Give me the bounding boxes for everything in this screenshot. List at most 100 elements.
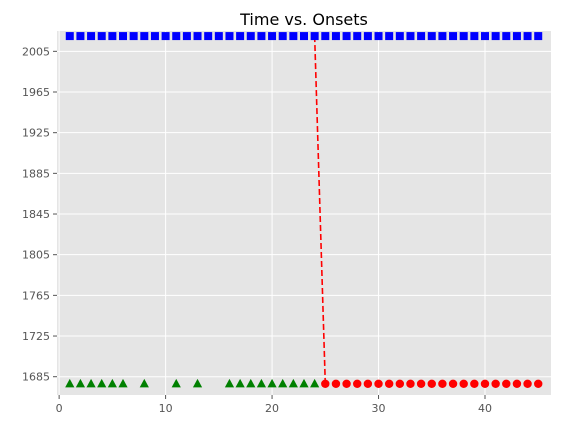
square-marker xyxy=(161,32,170,41)
y-tick-label: 1925 xyxy=(22,127,50,140)
square-marker xyxy=(278,32,287,41)
triangle-marker xyxy=(256,378,267,388)
square-marker xyxy=(172,32,181,41)
y-axis: 1685 1725 1765 1805 1845 1885 1925 1965 2005 xyxy=(22,45,57,384)
square-marker xyxy=(87,32,96,41)
x-tick-label: 10 xyxy=(159,402,173,415)
triangle-marker xyxy=(171,378,181,388)
square-marker xyxy=(502,32,511,41)
square-marker xyxy=(321,32,330,41)
square-marker xyxy=(65,32,74,41)
square-marker xyxy=(246,32,255,41)
circle-marker xyxy=(534,379,543,389)
circle-marker xyxy=(448,379,458,389)
square-marker xyxy=(193,32,202,41)
square-marker xyxy=(512,32,521,41)
square-marker xyxy=(236,32,245,41)
triangle-marker xyxy=(107,378,117,388)
square-marker xyxy=(406,32,415,41)
circle-marker xyxy=(470,379,479,389)
square-marker xyxy=(459,32,468,41)
square-marker xyxy=(523,32,532,41)
square-marker xyxy=(353,32,362,41)
square-marker xyxy=(225,32,234,41)
triangle-marker xyxy=(118,378,128,388)
square-marker xyxy=(76,32,85,41)
square-marker xyxy=(182,32,191,41)
dashed-transition-line-group xyxy=(313,36,327,384)
triangle-marker xyxy=(288,378,298,388)
square-marker xyxy=(129,32,138,41)
grid-lines xyxy=(57,31,551,395)
square-marker xyxy=(108,32,117,41)
y-tick-label: 1965 xyxy=(22,86,50,99)
square-series xyxy=(65,32,543,41)
circle-marker xyxy=(491,379,500,389)
triangle-marker xyxy=(86,378,96,388)
circle-marker xyxy=(342,379,351,389)
y-tick-label: 1845 xyxy=(22,208,50,221)
circle-marker xyxy=(480,379,490,389)
square-marker xyxy=(449,32,458,41)
square-marker xyxy=(342,32,351,41)
circle-marker xyxy=(363,379,373,389)
circle-marker xyxy=(395,379,405,389)
dashed-transition-line xyxy=(313,36,327,384)
square-marker xyxy=(257,32,266,41)
square-marker xyxy=(214,32,223,41)
y-tick-label: 1805 xyxy=(22,249,50,262)
circle-marker xyxy=(331,379,341,389)
circle-series xyxy=(321,379,543,389)
triangle-series xyxy=(65,378,320,388)
x-axis: 0 10 20 30 40 xyxy=(56,395,492,415)
square-marker xyxy=(289,32,298,41)
square-marker xyxy=(300,32,308,41)
circle-marker xyxy=(321,379,330,389)
square-marker xyxy=(491,32,500,41)
square-marker xyxy=(427,32,436,41)
x-tick-label: 40 xyxy=(478,402,492,415)
triangle-marker xyxy=(310,378,320,388)
x-tick-label: 30 xyxy=(372,402,386,415)
square-marker xyxy=(480,32,489,41)
y-tick-label: 2005 xyxy=(22,45,50,58)
x-tick-label: 0 xyxy=(56,402,63,415)
square-marker xyxy=(119,32,128,41)
square-marker xyxy=(417,32,426,41)
square-marker xyxy=(97,32,106,41)
square-marker xyxy=(204,32,213,41)
circle-marker xyxy=(523,379,532,389)
square-marker xyxy=(374,32,383,41)
circle-marker xyxy=(406,379,415,389)
square-marker xyxy=(385,32,394,41)
circle-marker xyxy=(512,379,522,389)
triangle-marker xyxy=(139,378,149,388)
circle-marker xyxy=(416,379,426,389)
square-marker xyxy=(268,32,277,41)
square-marker xyxy=(331,32,340,41)
triangle-marker xyxy=(192,378,203,388)
circle-marker xyxy=(459,379,468,389)
square-marker xyxy=(310,32,319,41)
triangle-marker xyxy=(246,378,256,388)
triangle-marker xyxy=(97,378,107,388)
circle-marker xyxy=(438,379,447,389)
triangle-marker xyxy=(299,378,309,388)
square-marker xyxy=(140,32,149,41)
y-tick-label: 1885 xyxy=(22,167,50,180)
triangle-marker xyxy=(267,378,277,388)
circle-marker xyxy=(353,379,362,389)
circle-marker xyxy=(374,379,383,389)
x-tick-label: 20 xyxy=(265,402,279,415)
triangle-marker xyxy=(75,378,86,388)
square-marker xyxy=(363,32,372,41)
circle-marker xyxy=(502,379,511,389)
square-marker xyxy=(150,32,159,41)
square-marker xyxy=(470,32,479,41)
plot-area xyxy=(57,31,551,395)
circle-marker xyxy=(427,379,436,389)
triangle-marker xyxy=(224,378,235,388)
y-tick-label: 1765 xyxy=(22,289,50,302)
square-marker xyxy=(395,32,404,41)
